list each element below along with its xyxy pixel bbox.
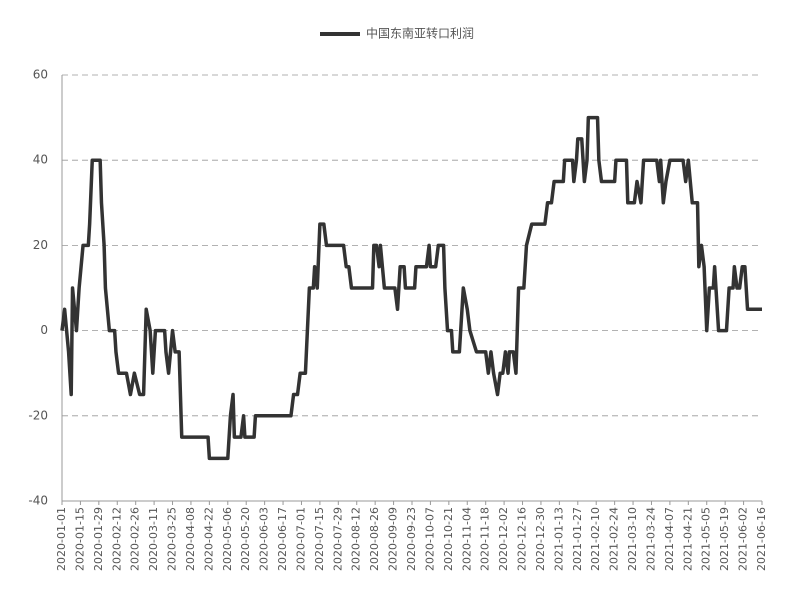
x-tick-label: 2020-04-22 bbox=[202, 507, 215, 571]
x-tick-label: 2020-04-08 bbox=[184, 507, 197, 571]
x-tick-label: 2020-09-09 bbox=[387, 507, 400, 571]
x-tick-label: 2020-11-18 bbox=[479, 507, 492, 571]
x-tick-label: 2021-04-21 bbox=[681, 507, 694, 571]
x-tick-label: 2020-09-23 bbox=[405, 507, 418, 571]
x-tick-label: 2020-03-11 bbox=[147, 507, 160, 571]
x-tick-label: 2020-01-29 bbox=[92, 507, 105, 571]
y-tick-label: -40 bbox=[28, 494, 48, 508]
x-tick-label: 2021-03-10 bbox=[626, 507, 639, 571]
x-tick-label: 2020-07-15 bbox=[313, 507, 326, 571]
x-tick-label: 2020-02-12 bbox=[110, 507, 123, 571]
x-tick-label: 2020-12-02 bbox=[497, 507, 510, 571]
x-tick-label: 2020-11-04 bbox=[460, 507, 473, 571]
x-tick-label: 2021-01-27 bbox=[571, 507, 584, 571]
x-tick-label: 2020-01-15 bbox=[73, 507, 86, 571]
x-tick-label: 2020-07-29 bbox=[331, 507, 344, 571]
x-tick-label: 2021-05-19 bbox=[718, 507, 731, 571]
x-tick-label: 2020-12-30 bbox=[534, 507, 547, 571]
x-tick-label: 2021-06-16 bbox=[755, 507, 768, 571]
x-tick-label: 2020-10-21 bbox=[442, 507, 455, 571]
legend-label: 中国东南亚转口利润 bbox=[366, 26, 474, 41]
line bbox=[60, 115, 762, 461]
x-tick-label: 2020-08-26 bbox=[368, 507, 381, 571]
x-tick-label: 2020-06-03 bbox=[258, 507, 271, 571]
x-tick-label: 2020-10-07 bbox=[423, 507, 436, 571]
x-tick-label: 2021-03-24 bbox=[644, 507, 657, 571]
x-tick-label: 2020-08-12 bbox=[350, 507, 363, 571]
y-tick-label: -20 bbox=[28, 408, 48, 422]
x-tick-label: 2021-04-07 bbox=[663, 507, 676, 571]
x-tick-label: 2020-07-01 bbox=[294, 507, 307, 571]
x-tick-label: 2021-02-24 bbox=[608, 507, 621, 571]
x-tick-label: 2020-01-01 bbox=[55, 507, 68, 571]
x-tick-label: 2020-02-26 bbox=[129, 507, 142, 571]
x-tick-label: 2021-06-02 bbox=[737, 507, 750, 571]
x-tick-label: 2020-03-25 bbox=[166, 507, 179, 571]
x-tick-label: 2021-02-10 bbox=[589, 507, 602, 571]
y-tick-label: 40 bbox=[33, 153, 48, 167]
x-tick-label: 2021-01-13 bbox=[552, 507, 565, 571]
x-tick-label: 2020-05-20 bbox=[239, 507, 252, 571]
x-tick-label: 2020-05-06 bbox=[221, 507, 234, 571]
x-tick-label: 2020-06-17 bbox=[276, 507, 289, 571]
x-tick-label: 2020-12-16 bbox=[516, 507, 529, 571]
y-tick-label: 20 bbox=[33, 238, 48, 252]
x-tick-label: 2021-05-05 bbox=[700, 507, 713, 571]
y-tick-label: 0 bbox=[40, 323, 48, 337]
y-tick-label: 60 bbox=[33, 68, 48, 82]
